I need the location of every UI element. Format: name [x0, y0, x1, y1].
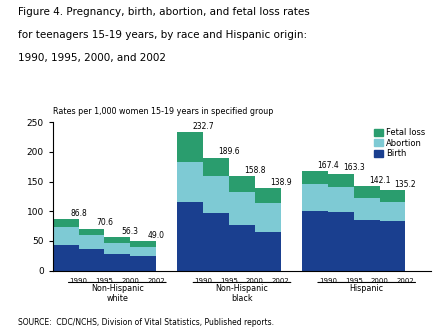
- Bar: [229, 176, 255, 192]
- Bar: [203, 158, 229, 176]
- Bar: [255, 203, 281, 232]
- Bar: [203, 176, 229, 213]
- Text: 135.2: 135.2: [395, 180, 416, 189]
- Bar: [53, 219, 79, 227]
- Bar: [380, 190, 405, 202]
- Text: Non-Hispanic
white: Non-Hispanic white: [91, 284, 144, 303]
- Bar: [302, 171, 328, 184]
- Text: Non-Hispanic
black: Non-Hispanic black: [216, 284, 268, 303]
- Text: 1990: 1990: [70, 278, 88, 284]
- Bar: [104, 243, 130, 254]
- Bar: [328, 174, 354, 186]
- Bar: [130, 247, 156, 256]
- Text: Figure 4. Pregnancy, birth, abortion, and fetal loss rates: Figure 4. Pregnancy, birth, abortion, an…: [18, 7, 309, 16]
- Bar: [53, 246, 79, 271]
- Text: 56.3: 56.3: [122, 227, 139, 236]
- Bar: [130, 256, 156, 271]
- Text: 1995: 1995: [95, 278, 114, 284]
- Text: 1995: 1995: [345, 278, 363, 284]
- Text: Rates per 1,000 women 15-19 years in specified group: Rates per 1,000 women 15-19 years in spe…: [53, 107, 273, 116]
- Text: 158.8: 158.8: [244, 166, 266, 175]
- Text: 2002: 2002: [147, 278, 165, 284]
- Text: Hispanic: Hispanic: [350, 284, 384, 293]
- Bar: [302, 211, 328, 271]
- Bar: [79, 235, 104, 248]
- Bar: [255, 232, 281, 271]
- Text: 232.7: 232.7: [192, 122, 214, 131]
- Text: 1990: 1990: [319, 278, 337, 284]
- Text: 1995: 1995: [220, 278, 238, 284]
- Bar: [328, 213, 354, 271]
- Text: SOURCE:  CDC/NCHS, Division of Vital Statistics, Published reports.: SOURCE: CDC/NCHS, Division of Vital Stat…: [18, 318, 274, 327]
- Text: 86.8: 86.8: [70, 209, 87, 217]
- Text: 189.6: 189.6: [218, 148, 240, 156]
- Text: 2002: 2002: [272, 278, 290, 284]
- Bar: [229, 225, 255, 271]
- Text: 2000: 2000: [121, 278, 139, 284]
- Bar: [53, 227, 79, 246]
- Bar: [380, 221, 405, 271]
- Bar: [79, 248, 104, 271]
- Text: 138.9: 138.9: [270, 178, 292, 186]
- Bar: [79, 229, 104, 235]
- Bar: [177, 202, 203, 271]
- Bar: [229, 192, 255, 225]
- Text: 1990: 1990: [194, 278, 212, 284]
- Text: 2000: 2000: [246, 278, 264, 284]
- Bar: [177, 162, 203, 202]
- Legend: Fetal loss, Abortion, Birth: Fetal loss, Abortion, Birth: [373, 126, 427, 160]
- Text: 1990, 1995, 2000, and 2002: 1990, 1995, 2000, and 2002: [18, 53, 165, 63]
- Bar: [255, 188, 281, 203]
- Text: 2002: 2002: [396, 278, 414, 284]
- Text: 2000: 2000: [370, 278, 389, 284]
- Text: 167.4: 167.4: [317, 161, 339, 170]
- Bar: [354, 220, 380, 271]
- Text: 163.3: 163.3: [343, 163, 365, 172]
- Bar: [354, 198, 380, 220]
- Bar: [302, 184, 328, 211]
- Bar: [104, 237, 130, 243]
- Bar: [380, 202, 405, 221]
- Bar: [104, 254, 130, 271]
- Text: 142.1: 142.1: [369, 176, 390, 185]
- Bar: [177, 132, 203, 162]
- Bar: [354, 186, 380, 198]
- Text: 70.6: 70.6: [96, 218, 113, 227]
- Text: for teenagers 15-19 years, by race and Hispanic origin:: for teenagers 15-19 years, by race and H…: [18, 30, 307, 40]
- Bar: [328, 186, 354, 213]
- Bar: [203, 213, 229, 271]
- Bar: [130, 242, 156, 247]
- Text: 49.0: 49.0: [147, 231, 165, 240]
